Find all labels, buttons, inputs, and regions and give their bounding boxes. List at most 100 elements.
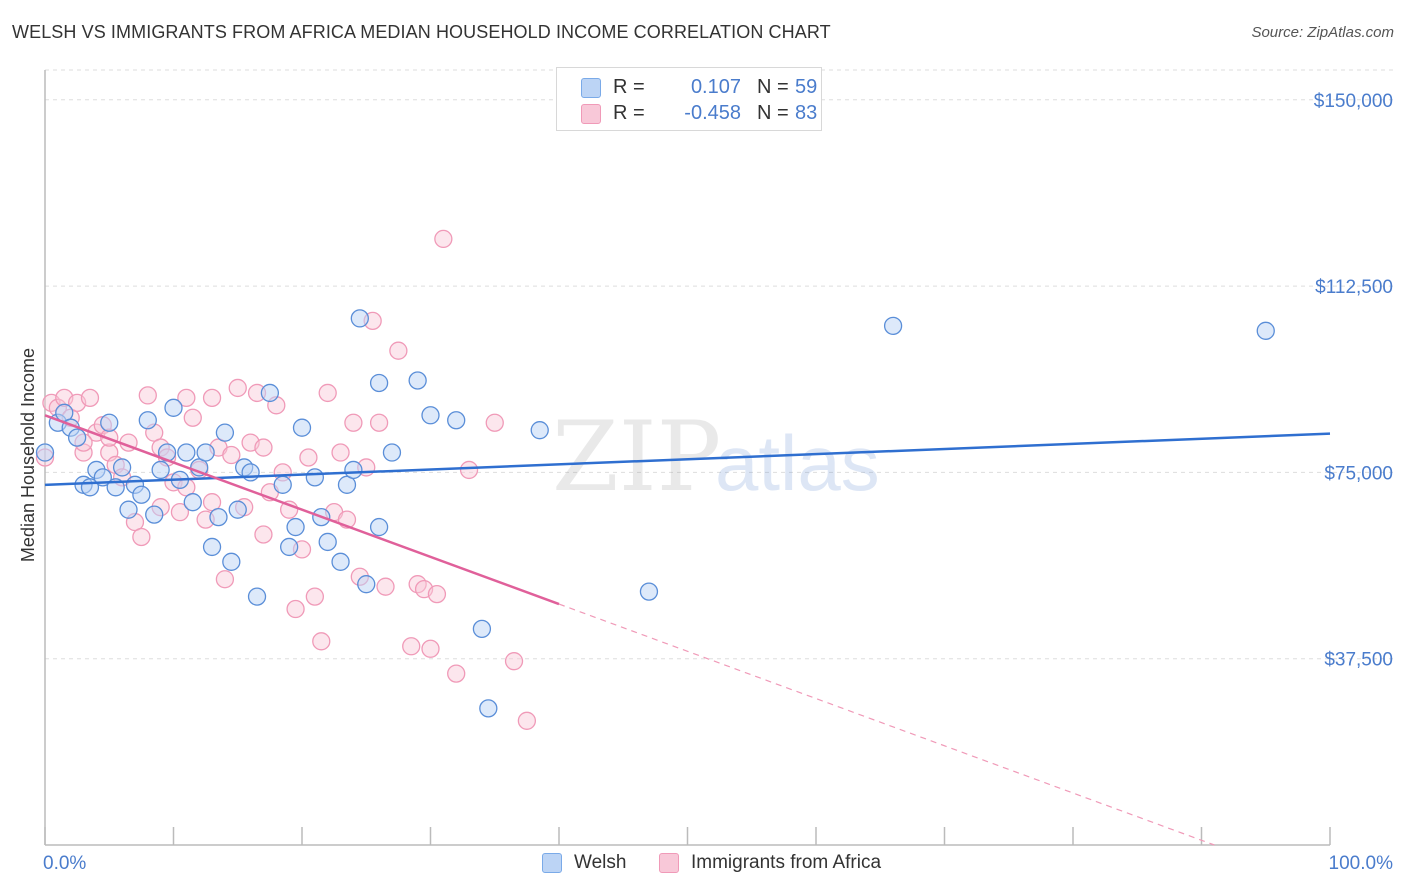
bottom-legend-swatch-africa [659,853,679,873]
africa-point [254,438,273,457]
welsh-point [67,428,87,447]
welsh-point [530,421,549,440]
welsh-point [350,309,369,328]
welsh-point [408,371,427,390]
welsh-point [112,458,132,477]
legend-n-value: 83 [795,102,818,124]
welsh-point [357,575,376,594]
africa-point [170,502,190,522]
welsh-point [164,398,183,417]
welsh-point [479,699,498,718]
welsh-point [421,406,440,425]
africa-point [459,460,479,480]
welsh-point [241,463,260,482]
welsh-point [318,532,337,552]
africa-point [427,584,447,604]
tick-labels: $37,500 $75,000 $112,500 $150,000 0.0% 100.0% [43,91,1393,874]
legend-r-value: -0.458 [684,102,741,124]
africa-point [402,637,421,656]
y-tick-label: $150,000 [1314,91,1393,112]
welsh-point [119,500,138,519]
welsh-point [247,587,267,606]
series-welsh-points [35,309,1275,718]
watermark: ZIP atlas [552,401,880,513]
africa-point [202,388,222,408]
africa-point [421,639,440,658]
welsh-point [639,582,659,601]
welsh-point [331,552,350,571]
welsh-point [100,413,119,432]
africa-trend-line [44,414,560,606]
welsh-point [472,619,492,639]
africa-trend-extension [558,603,1215,846]
y-tick-label: $112,500 [1315,277,1393,298]
welsh-point [35,443,55,462]
welsh-point [132,485,151,504]
africa-point [299,448,318,467]
africa-point [376,577,395,596]
welsh-point [138,411,157,430]
welsh-point [305,468,325,487]
welsh-point [196,443,215,462]
africa-point [485,413,504,432]
africa-point [222,445,241,465]
africa-point [312,632,331,651]
x-tick-label: 0.0% [43,853,86,874]
africa-point [132,527,151,547]
africa-point [504,652,524,671]
welsh-point [447,411,466,430]
welsh-point [286,517,305,537]
legend: R = 0.107 N = 59 R = -0.458 N = 83 [556,67,822,131]
africa-point [331,443,350,462]
welsh-point [292,418,312,437]
legend-swatch-africa [581,104,601,124]
welsh-point [209,507,228,527]
welsh-point [382,443,402,462]
welsh-point [1256,321,1275,340]
grid-lines [45,69,1395,660]
y-tick-label: $37,500 [1324,650,1393,671]
africa-point [434,229,453,249]
x-tick-label: 100.0% [1329,853,1394,874]
welsh-point [260,383,280,403]
y-axis-label: Median Household Income [18,348,38,562]
africa-point [177,388,196,408]
welsh-point [369,373,389,393]
bottom-legend-label-welsh: Welsh [574,852,627,873]
welsh-point [279,537,299,557]
welsh-point [183,493,202,512]
legend-n-value: 59 [795,76,818,98]
welsh-point [883,316,903,335]
bottom-legend-label-africa: Immigrants from Africa [691,852,882,873]
welsh-point [369,517,389,537]
welsh-trend-line [44,432,1331,487]
africa-point [318,383,337,403]
africa-point [344,413,363,432]
africa-point [369,413,389,432]
welsh-point [228,500,247,519]
bottom-legend-swatch-welsh [542,853,562,873]
welsh-point [273,475,292,494]
legend-r-label: R = [613,102,645,124]
source-label: Source: ZipAtlas.com [1251,24,1394,41]
legend-r-value: 0.107 [690,76,741,98]
welsh-point [177,443,196,462]
africa-point [228,378,247,398]
africa-point [215,570,235,589]
africa-point [80,388,100,408]
africa-point [286,599,305,619]
y-tick-label: $75,000 [1324,463,1393,484]
welsh-point [222,552,241,571]
welsh-point [202,537,222,557]
africa-point [447,664,466,683]
africa-point [138,386,157,405]
watermark-zip: ZIP [552,401,721,513]
welsh-point [151,460,170,480]
africa-point [389,341,408,360]
africa-point [183,408,202,427]
welsh-point [215,423,235,442]
africa-point [517,711,537,730]
africa-point [254,525,273,544]
watermark-atlas: atlas [715,419,880,507]
legend-n-label: N = [757,102,789,124]
